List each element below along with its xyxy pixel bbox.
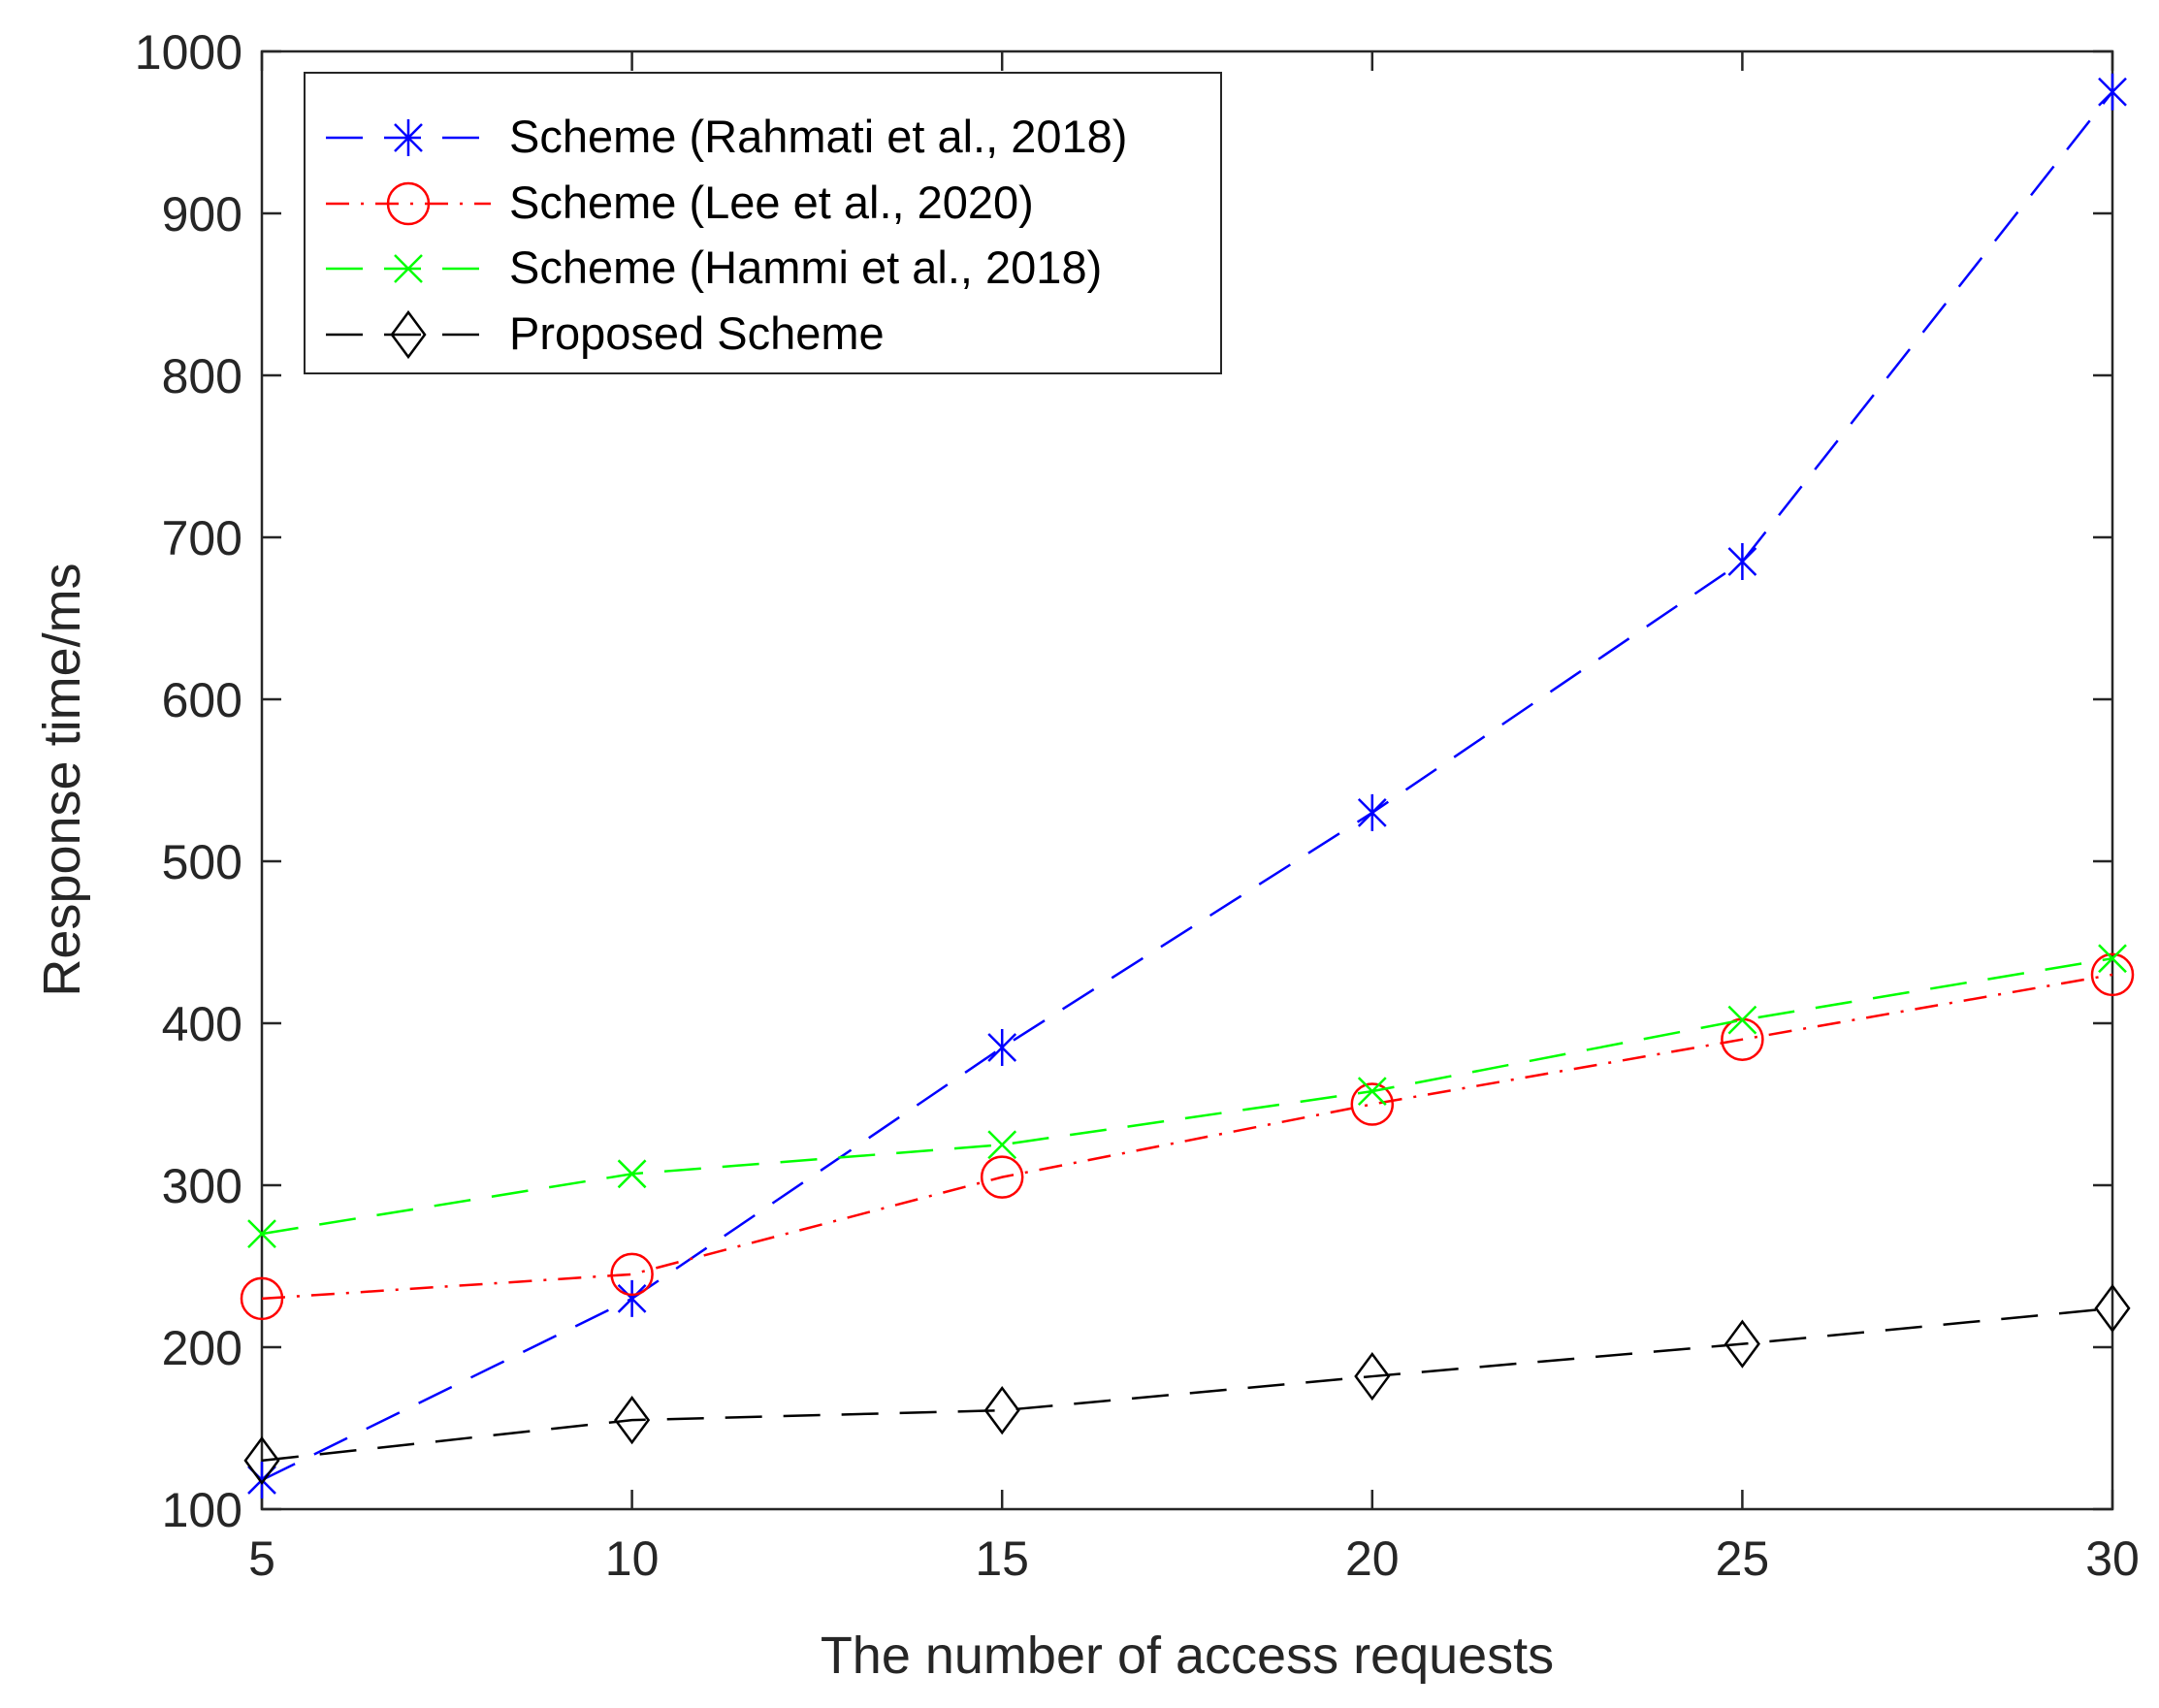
x-marker bbox=[1357, 1077, 1387, 1107]
series-layer bbox=[240, 73, 2135, 1499]
circle-marker bbox=[240, 1276, 284, 1321]
y-tick-label: 200 bbox=[162, 1321, 242, 1375]
diamond-marker bbox=[243, 1435, 280, 1486]
y-tick-label: 300 bbox=[162, 1159, 242, 1213]
asterisk-marker bbox=[2098, 73, 2127, 111]
x-marker bbox=[2098, 944, 2127, 974]
diamond-marker bbox=[2094, 1283, 2131, 1334]
diamond-marker bbox=[1354, 1351, 1391, 1402]
x-marker bbox=[617, 1159, 647, 1189]
x-tick-label: 10 bbox=[605, 1531, 660, 1586]
circle-marker bbox=[2090, 952, 2135, 997]
legend-label-hammi: Scheme (Hammi et al., 2018) bbox=[509, 242, 1102, 293]
legend-label-lee: Scheme (Lee et al., 2020) bbox=[509, 177, 1034, 228]
legend-entry-hammi: Scheme (Hammi et al., 2018) bbox=[326, 242, 1102, 293]
circle-marker bbox=[1350, 1082, 1395, 1126]
x-axis-ticks: 5 10 15 20 25 30 bbox=[248, 51, 2140, 1586]
y-axis-ticks: 100 200 300 400 500 600 700 800 900 1000 bbox=[135, 25, 2112, 1537]
series-0 bbox=[247, 73, 2127, 1499]
diamond-marker bbox=[614, 1396, 651, 1445]
legend-sample-hammi bbox=[326, 254, 491, 283]
series-line bbox=[261, 1306, 2113, 1463]
legend-diamond-marker bbox=[390, 309, 427, 360]
y-tick-label: 800 bbox=[162, 349, 242, 403]
y-tick-label: 500 bbox=[162, 835, 242, 889]
y-tick-label: 600 bbox=[162, 673, 242, 727]
legend-box bbox=[304, 72, 1222, 374]
series-line bbox=[261, 90, 2113, 1482]
diamond-marker bbox=[983, 1386, 1020, 1435]
x-marker bbox=[247, 1219, 276, 1248]
x-tick-label: 20 bbox=[1345, 1531, 1400, 1586]
legend-entry-proposed: Proposed Scheme bbox=[326, 307, 885, 360]
series-1 bbox=[240, 952, 2135, 1321]
y-tick-label: 700 bbox=[162, 511, 242, 565]
asterisk-marker bbox=[987, 1029, 1017, 1067]
asterisk-marker bbox=[617, 1279, 647, 1317]
legend-sample-proposed bbox=[326, 309, 491, 360]
asterisk-marker bbox=[1727, 543, 1757, 581]
legend-entry-rahmati: Scheme (Rahmati et al., 2018) bbox=[326, 111, 1127, 162]
legend-label-proposed: Proposed Scheme bbox=[509, 307, 885, 359]
legend-entry-lee: Scheme (Lee et al., 2020) bbox=[326, 177, 1034, 228]
x-tick-label: 30 bbox=[2085, 1531, 2140, 1586]
legend-circle-marker bbox=[386, 181, 431, 226]
y-tick-label: 100 bbox=[162, 1483, 242, 1537]
x-marker bbox=[1727, 1005, 1757, 1035]
series-line bbox=[261, 973, 2113, 1301]
circle-marker bbox=[610, 1252, 654, 1297]
asterisk-marker bbox=[1357, 793, 1387, 831]
x-marker bbox=[987, 1130, 1017, 1160]
legend-label-rahmati: Scheme (Rahmati et al., 2018) bbox=[509, 111, 1127, 162]
x-axis-label: The number of access requests bbox=[821, 1627, 1554, 1685]
y-tick-label: 1000 bbox=[135, 25, 242, 80]
y-axis-label: Response time/ms bbox=[33, 563, 91, 996]
y-tick-label: 400 bbox=[162, 997, 242, 1051]
legend-x-marker bbox=[394, 254, 423, 283]
series-2 bbox=[247, 944, 2127, 1248]
legend-sample-lee bbox=[326, 181, 491, 226]
diamond-marker bbox=[1724, 1319, 1760, 1369]
y-tick-label: 900 bbox=[162, 187, 242, 242]
series-3 bbox=[243, 1283, 2131, 1486]
legend-asterisk-marker bbox=[394, 119, 423, 156]
legend-sample-rahmati bbox=[326, 119, 491, 156]
legend: Scheme (Rahmati et al., 2018) Scheme (Le… bbox=[304, 72, 1222, 374]
circle-marker bbox=[980, 1155, 1024, 1199]
x-tick-label: 15 bbox=[975, 1531, 1029, 1586]
series-line bbox=[261, 956, 2113, 1236]
x-tick-label: 25 bbox=[1716, 1531, 1770, 1586]
x-tick-label: 5 bbox=[248, 1531, 275, 1586]
